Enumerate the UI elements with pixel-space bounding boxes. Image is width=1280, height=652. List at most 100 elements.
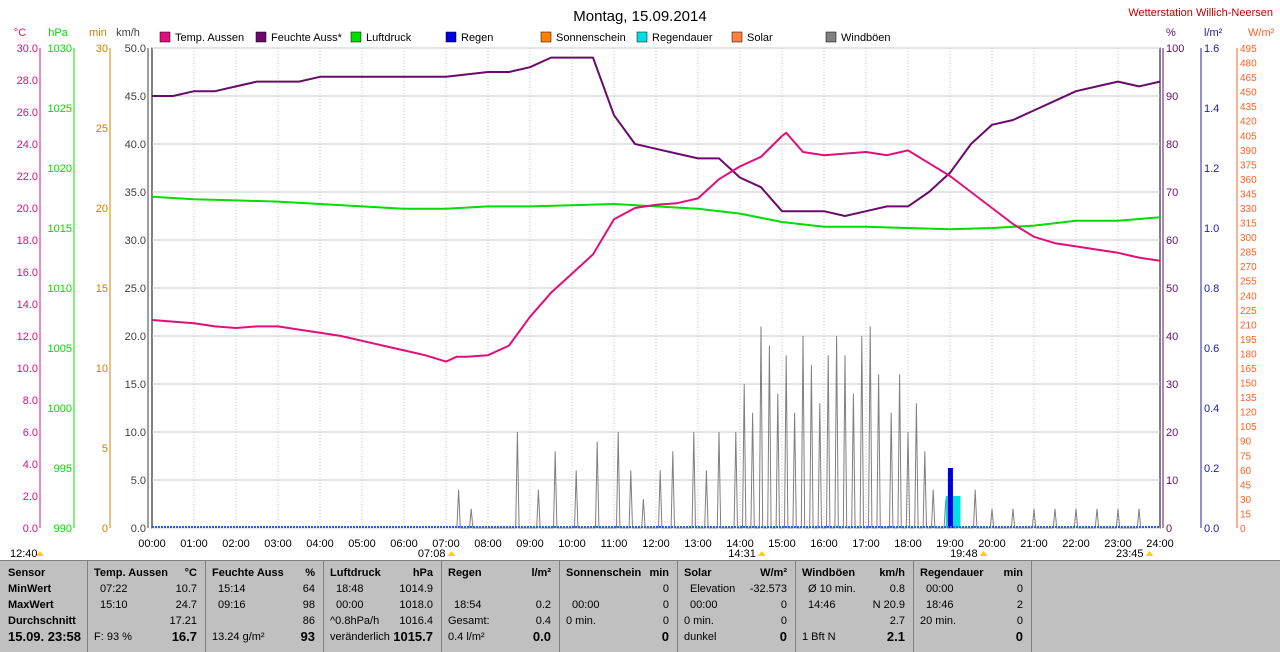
wind-tick-label: 5.0	[131, 475, 146, 487]
marker-icon	[447, 551, 456, 556]
solar-tick-label: 240	[1240, 291, 1257, 302]
temp-min-value: 10.7	[175, 583, 197, 595]
temp-tick-label: 10.0	[17, 363, 38, 375]
rainduration-max-time: 18:46	[926, 599, 954, 611]
x-tick-label: 19:00	[936, 538, 964, 550]
rain-current-label: 0.4 l/m²	[448, 631, 485, 643]
x-tick-label: 22:00	[1062, 538, 1090, 550]
marker-label: 19:48	[950, 548, 978, 560]
solar-min-time: Elevation	[690, 583, 736, 595]
marker-icon	[1145, 551, 1154, 556]
solar-unit: W/m²	[760, 567, 787, 579]
solar-max-value: 0	[780, 599, 787, 611]
rainrate-tick-label: 1.2	[1204, 163, 1219, 175]
humidity-tick-label: 30	[1166, 379, 1178, 391]
humidity-title: Feuchte Auss	[212, 567, 284, 579]
row-min-label: MinWert	[8, 583, 52, 595]
solar-tick-label: 375	[1240, 160, 1257, 171]
legend-swatch	[731, 31, 743, 43]
pressure-axis-unit: hPa	[48, 27, 68, 39]
minutes-tick-label: 10	[96, 363, 108, 375]
solar-tick-label: 495	[1240, 44, 1257, 55]
wind-min-time: Ø 10 min.	[808, 583, 856, 595]
solar-tick-label: 225	[1240, 306, 1257, 317]
sensor-title: Sensor	[8, 567, 46, 579]
rainduration-avg-label: 20 min.	[920, 615, 957, 627]
wind-unit: km/h	[879, 567, 905, 579]
sunshine-current-value: 0	[661, 629, 669, 644]
legend-swatch	[540, 31, 552, 43]
wind-avg-value: 2.7	[889, 615, 905, 627]
rainduration-min-value: 0	[1016, 583, 1023, 595]
rain-current-value: 0.0	[532, 629, 551, 644]
pressure-avg-value: 1016.4	[399, 615, 433, 627]
summary-table: Sensor MinWert MaxWert Durchschnitt 15.0…	[0, 560, 1280, 652]
solar-tick-label: 60	[1240, 466, 1252, 477]
pressure-avg-label: ^0.8hPa/h	[330, 615, 380, 627]
pressure-tick-label: 1015	[48, 223, 72, 235]
x-tick-label: 07:00	[432, 538, 460, 550]
solar-tick-label: 180	[1240, 349, 1257, 360]
col-temp: Temp. Aussen °C 07:22 10.7 15:10 24.7 17.21 F: …	[88, 561, 206, 652]
series-pressure-line	[151, 195, 1161, 231]
weather-chart: °C 0.0 2.0 4.0 6.0 8.0 10.0 12.0 14.0 16.0 18.0 20.…	[10, 7, 1275, 560]
x-tick-label: 14:00	[726, 538, 754, 550]
solar-current-label: dunkel	[684, 631, 717, 643]
rain-max-time: 18:54	[454, 599, 482, 611]
humidity-min-time: 15:14	[218, 583, 246, 595]
solar-tick-label: 90	[1240, 437, 1252, 448]
legend-label: Solar	[747, 32, 773, 44]
marker-label: 14:31	[728, 548, 756, 560]
col-wind: Windböen km/h Ø 10 min. 0.8 14:46 N 20.9 2.7 1 …	[796, 561, 914, 652]
solar-avg-label: 0 min.	[684, 615, 714, 627]
series-humidity-line	[152, 56, 1161, 217]
humidity-tick-label: 20	[1166, 427, 1178, 439]
solar-tick-label: 165	[1240, 364, 1257, 375]
col-sensor: Sensor MinWert MaxWert Durchschnitt 15.0…	[0, 561, 88, 652]
minutes-tick-label: 5	[102, 443, 108, 455]
legend-label: Regendauer	[652, 32, 713, 44]
x-tick-label: 00:00	[138, 538, 166, 550]
temp-tick-label: 2.0	[23, 491, 38, 503]
wind-min-value: 0.8	[889, 583, 905, 595]
solar-tick-label: 150	[1240, 379, 1257, 390]
series-rain-bar	[947, 468, 953, 528]
humidity-current-label: 13.24 g/m²	[212, 631, 265, 643]
humidity-axis-unit: %	[1166, 27, 1176, 39]
temp-max-time: 15:10	[100, 599, 128, 611]
solar-tick-label: 300	[1240, 233, 1257, 244]
temp-current-label: F: 93 %	[94, 631, 132, 643]
rainrate-tick-label: 0.0	[1204, 523, 1219, 535]
col-solar: Solar W/m² Elevation -32.573 00:00 0 0 min. 0 du…	[678, 561, 796, 652]
pressure-tick-label: 1020	[48, 163, 72, 175]
solar-tick-label: 390	[1240, 146, 1257, 157]
wind-title: Windböen	[802, 567, 856, 579]
col-rainduration: Regendauer min 00:00 0 18:46 2 20 min. 0 0	[914, 561, 1032, 652]
minutes-tick-label: 30	[96, 43, 108, 55]
x-tick-label: 17:00	[852, 538, 880, 550]
solar-current-value: 0	[779, 629, 787, 644]
temp-axis-unit: °C	[14, 27, 26, 39]
rain-max-value: 0.2	[535, 599, 551, 611]
humidity-tick-label: 80	[1166, 139, 1178, 151]
temp-unit: °C	[184, 567, 197, 579]
legend-swatch	[445, 31, 457, 43]
temp-avg-value: 17.21	[169, 615, 197, 627]
wind-tick-label: 30.0	[125, 235, 146, 247]
solar-tick-label: 135	[1240, 393, 1257, 404]
row-avg-label: Durchschnitt	[8, 615, 76, 627]
solar-tick-label: 465	[1240, 73, 1257, 84]
minutes-axis-unit: min	[89, 27, 107, 39]
pressure-current-value: 1015.7	[393, 629, 433, 644]
temp-current-value: 16.7	[171, 629, 197, 644]
x-tick-label: 21:00	[1020, 538, 1048, 550]
wind-tick-label: 45.0	[125, 91, 146, 103]
pressure-tick-label: 1030	[48, 43, 72, 55]
temp-tick-label: 24.0	[17, 139, 38, 151]
rainrate-tick-label: 1.6	[1204, 43, 1219, 55]
temp-tick-label: 26.0	[17, 107, 38, 119]
row-current-label: 15.09. 23:58	[8, 629, 82, 644]
wind-tick-label: 25.0	[125, 283, 146, 295]
solar-tick-label: 450	[1240, 88, 1257, 99]
rainrate-axis-unit: l/m²	[1204, 27, 1223, 39]
